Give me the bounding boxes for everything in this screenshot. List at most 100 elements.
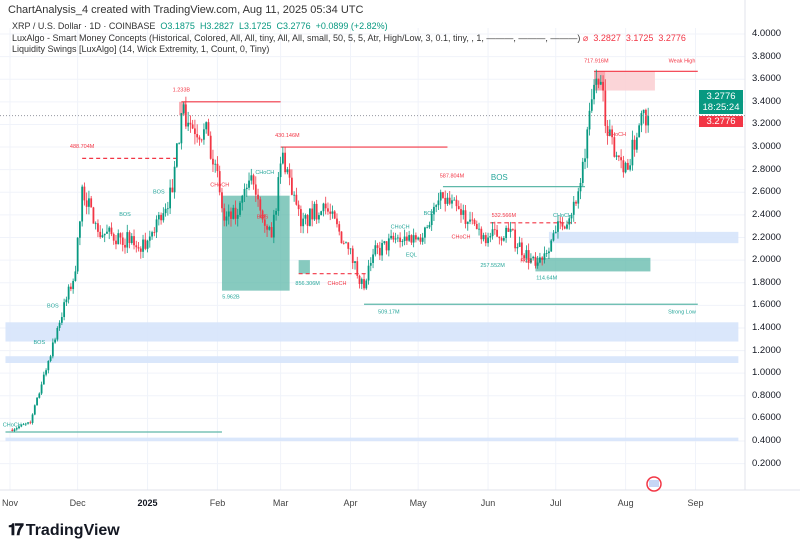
candle	[311, 208, 314, 220]
candle	[545, 253, 548, 254]
candle	[318, 215, 320, 220]
candle	[38, 393, 41, 398]
indicator-liquidity-swings[interactable]: Liquidity Swings [LuxAlgo] (14, Wick Ext…	[12, 44, 270, 54]
candle	[115, 240, 117, 245]
candle	[327, 208, 329, 212]
smc-label: BOS	[424, 211, 436, 217]
price-tick: 0.2000	[752, 457, 782, 469]
symbol-row[interactable]: XRP / U.S. Dollar · 1D · COINBASE O3.187…	[12, 21, 740, 33]
smc-label: 114.64M	[536, 275, 557, 281]
candle	[394, 238, 397, 240]
candle	[261, 210, 264, 220]
candle	[417, 237, 420, 240]
candle	[410, 235, 413, 243]
candle	[205, 122, 208, 130]
candle	[40, 384, 43, 394]
tradingview-logo[interactable]: 𝟏𝟕 TradingView	[8, 522, 120, 540]
candle	[584, 158, 586, 162]
price-tick: 1.4000	[752, 321, 782, 333]
candle	[69, 286, 72, 290]
smc-label: Weak High	[669, 58, 696, 64]
candle	[534, 256, 537, 266]
candle	[175, 143, 178, 167]
smc-label: CHoCH	[327, 281, 346, 287]
bar-countdown: 18:25:24	[702, 102, 740, 113]
smc-label: BOS	[153, 189, 165, 195]
candle	[401, 241, 404, 242]
candle	[387, 238, 390, 251]
candle	[189, 122, 192, 125]
price-tick: 3.6000	[752, 73, 782, 85]
candle	[581, 161, 584, 183]
smc-label: BOS	[491, 173, 508, 182]
candle	[157, 214, 160, 220]
candle	[496, 229, 498, 237]
candle	[272, 214, 275, 238]
candle	[243, 188, 246, 196]
candle	[236, 214, 239, 219]
indicator-smc-row[interactable]: LuxAlgo - Smart Money Concepts (Historic…	[12, 33, 740, 45]
candle	[518, 242, 521, 247]
candle	[444, 197, 447, 204]
candle	[90, 198, 93, 208]
candle	[448, 197, 451, 204]
candle	[164, 208, 167, 214]
candle	[570, 214, 573, 219]
candle	[487, 237, 489, 244]
candle	[304, 215, 307, 219]
price-tick: 3.4000	[752, 95, 782, 107]
candle	[92, 207, 95, 224]
candle	[139, 248, 142, 252]
candle	[617, 155, 620, 158]
candle	[221, 192, 223, 209]
smc-label: 856.306M	[295, 281, 320, 287]
smc-label: CHoCH	[391, 224, 410, 230]
candle	[279, 163, 282, 178]
candle	[457, 206, 460, 210]
smc-label: BOS	[34, 340, 46, 346]
candle	[103, 233, 106, 236]
candle	[124, 244, 126, 248]
candle	[99, 231, 102, 238]
candle	[403, 236, 406, 242]
candle	[597, 78, 600, 85]
candle	[345, 242, 347, 244]
price-tick: 2.8000	[752, 163, 782, 175]
candle	[462, 210, 465, 215]
candle	[358, 275, 361, 284]
candle	[378, 247, 381, 256]
smc-label: Strong Low	[668, 309, 696, 315]
candle	[232, 207, 235, 219]
candle	[437, 200, 440, 206]
smc-label: CHoCH	[452, 235, 471, 241]
candle	[227, 211, 230, 217]
price-tick: 1.8000	[752, 276, 782, 288]
candle	[507, 227, 510, 232]
candle	[608, 129, 611, 136]
candle	[640, 113, 643, 126]
smc-label: 587.804M	[440, 174, 465, 180]
candle	[442, 192, 444, 198]
candle	[647, 115, 650, 126]
candle	[200, 139, 203, 141]
price-tick: 3.2000	[752, 118, 782, 130]
candle	[620, 157, 623, 161]
teal-zone	[535, 257, 651, 272]
candle	[446, 197, 449, 204]
candle	[579, 182, 582, 192]
chart-legend: XRP / U.S. Dollar · 1D · COINBASE O3.187…	[12, 21, 740, 56]
candle	[478, 228, 480, 230]
candle	[435, 205, 438, 207]
candle	[624, 162, 627, 173]
time-tick: Feb	[209, 498, 226, 508]
candle	[277, 177, 280, 211]
candle	[365, 280, 368, 289]
candle	[502, 238, 505, 241]
candle	[146, 240, 149, 249]
candle	[130, 236, 133, 243]
candle	[351, 248, 354, 263]
indicator-smc: LuxAlgo - Smart Money Concepts (Historic…	[12, 32, 581, 43]
candle	[405, 236, 408, 241]
price-tick: 2.4000	[752, 208, 782, 220]
